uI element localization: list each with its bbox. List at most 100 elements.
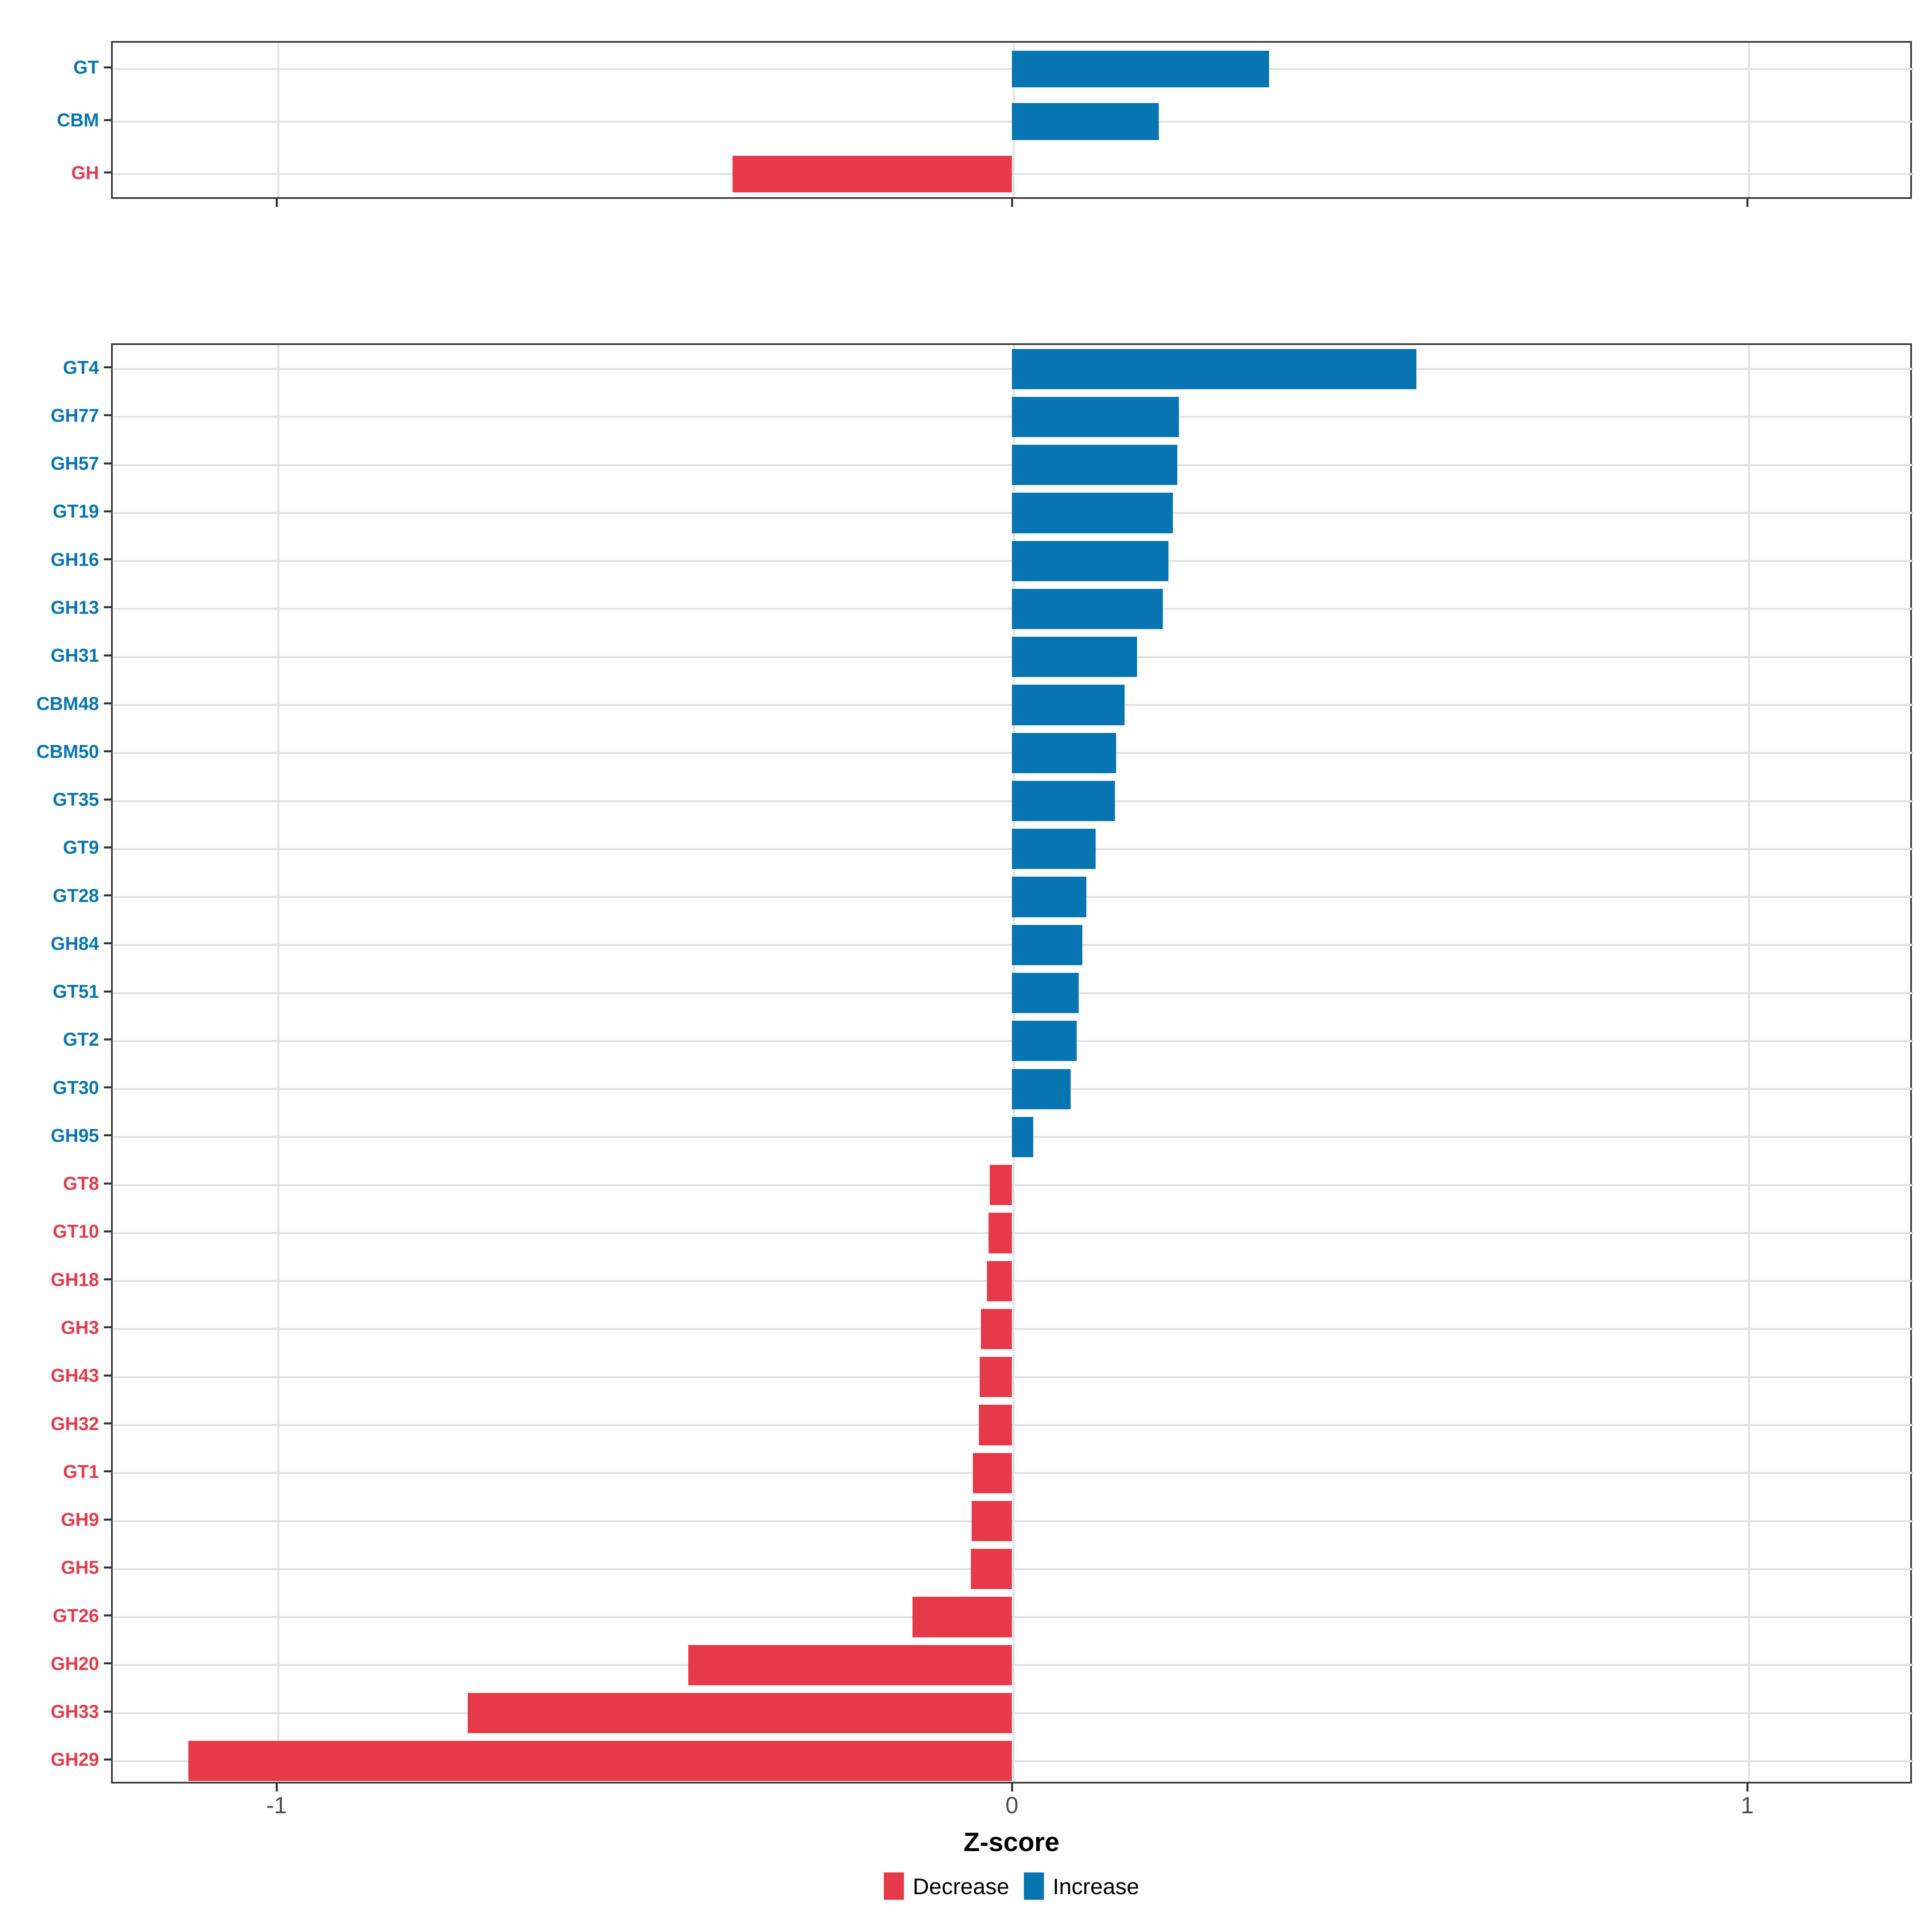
category-label-GH32: GH32 — [50, 1413, 99, 1434]
gridline-row — [113, 1712, 1913, 1714]
bar-GT8 — [990, 1165, 1012, 1205]
gridline-row — [113, 1520, 1913, 1522]
category-label-GT19: GT19 — [52, 501, 99, 522]
category-label-GT2: GT2 — [63, 1029, 99, 1050]
gridline-x--1 — [277, 345, 279, 1782]
bar-GT — [1012, 50, 1269, 88]
gridline-x-1 — [1748, 43, 1750, 197]
bar-GH3 — [981, 1309, 1012, 1350]
bar-GT28 — [1012, 877, 1086, 917]
category-label-GH5: GH5 — [61, 1557, 99, 1578]
bar-GT9 — [1012, 829, 1096, 869]
gridline-row — [113, 1184, 1913, 1186]
bar-GT35 — [1012, 780, 1115, 822]
gridline-row — [113, 1328, 1913, 1330]
category-tick — [104, 750, 111, 753]
category-tick — [104, 366, 111, 369]
legend: Decrease Increase — [883, 1872, 1139, 1900]
category-label-GH29: GH29 — [50, 1749, 99, 1770]
x-tick-label--1: -1 — [266, 1792, 287, 1818]
category-tick — [104, 654, 111, 656]
category-label-GT51: GT51 — [52, 981, 99, 1002]
category-label-GH9: GH9 — [61, 1509, 99, 1530]
category-tick — [104, 171, 111, 174]
category-label-GH43: GH43 — [50, 1365, 99, 1386]
category-tick — [104, 702, 111, 704]
category-tick — [104, 1278, 111, 1281]
category-label-GT35: GT35 — [52, 789, 99, 810]
legend-swatch-decrease — [883, 1872, 904, 1900]
category-tick — [104, 1182, 111, 1185]
category-label-GH57: GH57 — [50, 453, 99, 474]
category-tick — [104, 462, 111, 464]
category-label-CBM: CBM — [57, 109, 99, 130]
bar-GT4 — [1012, 349, 1416, 389]
category-label-CBM50: CBM50 — [36, 741, 99, 762]
legend-label-increase: Increase — [1053, 1873, 1139, 1899]
category-label-GH77: GH77 — [50, 405, 99, 426]
bar-GH84 — [1012, 925, 1083, 965]
x-axis-title: Z-score — [963, 1827, 1060, 1857]
category-tick — [104, 846, 111, 848]
bar-GH — [732, 155, 1012, 193]
category-label-GT1: GT1 — [63, 1461, 99, 1482]
gridline-x--1 — [277, 43, 279, 197]
bar-CBM — [1012, 103, 1159, 140]
bar-GT19 — [1012, 493, 1173, 533]
bar-GH33 — [468, 1693, 1012, 1734]
category-label-GH3: GH3 — [61, 1317, 99, 1338]
bar-GH95 — [1012, 1117, 1033, 1157]
top-panel — [111, 41, 1913, 199]
bar-GH5 — [970, 1549, 1012, 1589]
category-tick — [104, 1422, 111, 1424]
category-label-GT26: GT26 — [52, 1605, 99, 1626]
bar-GT51 — [1012, 973, 1079, 1013]
bar-GH13 — [1012, 588, 1163, 630]
category-tick — [104, 510, 111, 512]
category-tick — [104, 1038, 111, 1040]
category-tick — [104, 119, 111, 121]
category-label-GT9: GT9 — [63, 837, 99, 858]
category-tick — [104, 558, 111, 561]
bar-CBM48 — [1012, 685, 1125, 725]
bar-GH18 — [987, 1261, 1012, 1301]
category-tick — [104, 1566, 111, 1569]
x-tick-mark — [276, 1783, 278, 1792]
gridline-x-1 — [1748, 345, 1750, 1782]
category-tick — [104, 942, 111, 945]
x-tick-label-0: 0 — [1005, 1792, 1019, 1818]
gridline-row — [113, 1472, 1913, 1474]
bar-GH9 — [971, 1501, 1012, 1542]
category-label-GH16: GH16 — [50, 549, 99, 570]
gridline-row — [113, 1568, 1913, 1570]
category-label-GH: GH — [71, 162, 99, 183]
category-label-GT30: GT30 — [52, 1077, 99, 1098]
bar-GH77 — [1012, 396, 1179, 437]
gridline-row — [113, 1424, 1913, 1426]
bar-GT30 — [1012, 1069, 1071, 1109]
bar-GT2 — [1012, 1021, 1077, 1061]
category-tick — [104, 1614, 111, 1617]
bar-CBM50 — [1012, 733, 1117, 773]
legend-label-decrease: Decrease — [912, 1873, 1009, 1899]
category-label-CBM48: CBM48 — [36, 693, 99, 714]
x-tick-mark — [1746, 199, 1748, 207]
gridline-row — [113, 1232, 1913, 1234]
legend-item-decrease: Decrease — [883, 1872, 1009, 1900]
gridline-row — [113, 173, 1913, 175]
gridline-row — [113, 1280, 1913, 1282]
category-tick — [104, 1230, 111, 1232]
gridline-row — [113, 1760, 1913, 1762]
category-tick — [104, 66, 111, 68]
category-tick — [104, 414, 111, 417]
category-label-GT: GT — [73, 57, 99, 78]
x-tick-label-1: 1 — [1740, 1792, 1754, 1818]
bar-GH57 — [1012, 445, 1178, 485]
category-label-GH20: GH20 — [50, 1653, 99, 1674]
category-label-GH18: GH18 — [50, 1269, 99, 1290]
category-tick — [104, 606, 111, 609]
gridline-row — [113, 1616, 1913, 1618]
x-tick-mark — [1011, 1783, 1013, 1792]
category-label-GT4: GT4 — [63, 357, 99, 378]
